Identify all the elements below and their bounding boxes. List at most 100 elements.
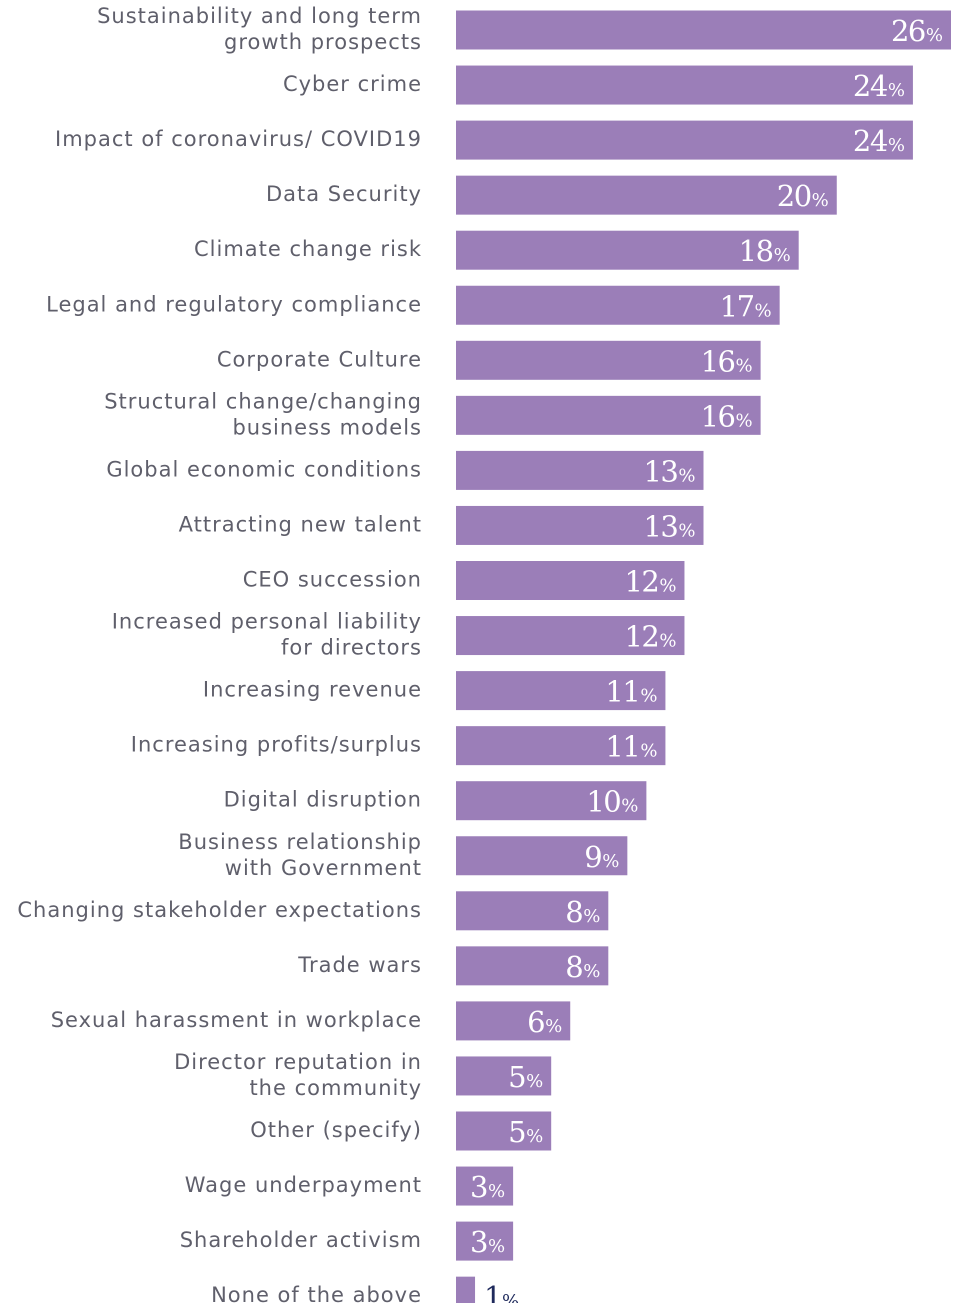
category-label: Wage underpayment [185, 1173, 422, 1197]
bar [456, 836, 628, 876]
bar [456, 340, 761, 380]
value-number: 17 [720, 289, 754, 323]
value-number: 16 [701, 344, 735, 378]
bar [456, 891, 609, 931]
value-number: 5 [508, 1115, 525, 1149]
value-label: 16% [701, 399, 753, 433]
category-label: Legal and regulatory compliance [46, 292, 422, 316]
value-label: 9% [584, 840, 619, 874]
category-label: None of the above [211, 1283, 422, 1303]
bar [456, 175, 837, 215]
value-number: 1 [484, 1280, 501, 1303]
bar [456, 1056, 552, 1096]
category-label-line: Legal and regulatory compliance [46, 292, 422, 316]
value-percent-sign: % [678, 465, 695, 486]
value-label: 12% [624, 565, 676, 599]
value-label: 17% [720, 289, 772, 323]
value-number: 8 [565, 895, 582, 929]
value-number: 13 [643, 454, 677, 488]
value-label: 24% [853, 124, 905, 158]
category-label-line: Sustainability and long term [97, 4, 422, 28]
category-label: Structural change/changing business model… [104, 389, 422, 439]
bar [456, 781, 647, 821]
value-percent-sign: % [488, 1236, 505, 1257]
bar [456, 10, 951, 50]
value-percent-sign: % [583, 906, 600, 927]
value-number: 26 [891, 14, 925, 48]
value-label: 18% [739, 234, 791, 268]
bar [456, 1001, 571, 1041]
category-label: Climate change risk [194, 237, 422, 261]
category-label: Increased personal liability for director… [112, 610, 422, 660]
category-label: Other (specify) [250, 1118, 422, 1142]
category-label-line: Climate change risk [194, 237, 422, 261]
value-number: 6 [527, 1005, 544, 1039]
value-percent-sign: % [888, 80, 905, 101]
category-label: Global economic conditions [106, 457, 422, 481]
category-label-line: for directors [281, 636, 422, 660]
value-percent-sign: % [736, 410, 753, 431]
bar [456, 65, 913, 105]
value-label: 24% [853, 69, 905, 103]
category-label-line: Business relationship [178, 830, 422, 854]
value-percent-sign: % [774, 245, 791, 266]
category-label-line: CEO succession [243, 568, 422, 592]
value-percent-sign: % [926, 25, 943, 46]
category-label: Digital disruption [224, 788, 422, 812]
category-label-line: Cyber crime [283, 72, 422, 96]
category-label: CEO succession [243, 568, 422, 592]
category-label-line: Shareholder activism [180, 1228, 422, 1252]
bar [456, 726, 666, 766]
value-percent-sign: % [888, 135, 905, 156]
value-number: 13 [643, 509, 677, 543]
value-number: 24 [853, 69, 887, 103]
category-label-line: Corporate Culture [217, 347, 422, 371]
value-percent-sign: % [602, 851, 619, 872]
category-label: Shareholder activism [180, 1228, 422, 1252]
value-label: 10% [586, 785, 638, 819]
value-number: 12 [624, 565, 658, 599]
value-percent-sign: % [640, 741, 657, 762]
value-percent-sign: % [502, 1291, 519, 1303]
value-percent-sign: % [659, 576, 676, 597]
bar [456, 395, 761, 435]
value-number: 5 [508, 1060, 525, 1094]
value-number: 12 [624, 620, 658, 654]
value-number: 9 [584, 840, 601, 874]
category-label: Sustainability and long term growth prosp… [97, 4, 422, 54]
value-percent-sign: % [755, 300, 772, 321]
value-label: 26% [891, 14, 943, 48]
value-label: 13% [643, 454, 695, 488]
bar [456, 505, 704, 545]
category-label: Cyber crime [283, 72, 422, 96]
category-label-line: Digital disruption [224, 788, 422, 812]
category-label-line: business models [232, 415, 422, 439]
category-label-line: Structural change/changing [104, 389, 422, 413]
bar [456, 946, 609, 986]
bar [456, 285, 780, 325]
bar [456, 616, 685, 656]
category-label-line: Trade wars [297, 953, 422, 977]
value-number: 16 [701, 399, 735, 433]
category-label: Corporate Culture [217, 347, 422, 371]
bar [456, 1221, 514, 1261]
category-label: Data Security [266, 182, 422, 206]
category-label: Increasing profits/surplus [131, 733, 422, 757]
category-label: Impact of coronavirus/ COVID19 [55, 127, 422, 151]
value-label: 20% [777, 179, 829, 213]
value-number: 8 [565, 950, 582, 984]
value-percent-sign: % [526, 1071, 543, 1092]
value-percent-sign: % [812, 190, 829, 211]
category-label: Director reputation in the community [174, 1050, 422, 1100]
category-label-line: Changing stakeholder expectations [17, 898, 422, 922]
value-number: 11 [605, 730, 639, 764]
value-label: 11% [605, 675, 657, 709]
category-label-line: Data Security [266, 182, 422, 206]
category-label-line: Attracting new talent [179, 512, 422, 536]
value-number: 3 [470, 1170, 487, 1204]
category-label-line: Impact of coronavirus/ COVID19 [55, 127, 422, 151]
bar [456, 671, 666, 711]
value-label: 13% [643, 509, 695, 543]
value-number: 10 [586, 785, 620, 819]
